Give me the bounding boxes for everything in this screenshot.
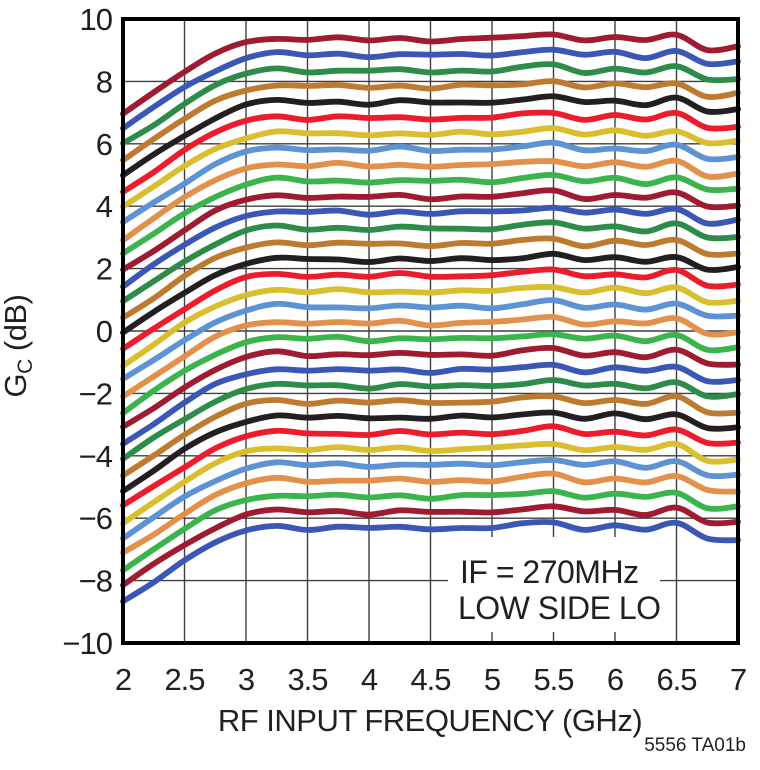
curve-line-trace-18 <box>120 297 741 382</box>
y-tick-label: −4 <box>79 439 113 474</box>
curve-line-trace-25 <box>120 409 741 494</box>
curve-line-trace-03 <box>120 61 741 147</box>
x-tick-label: 2.5 <box>164 662 204 697</box>
y-tick-label: 10 <box>80 2 113 37</box>
x-tick-label: 5 <box>484 662 500 697</box>
curve-line-trace-21 <box>120 344 741 430</box>
curve-line-trace-22 <box>120 361 741 447</box>
curve-line-trace-20 <box>120 331 741 416</box>
x-tick-label: 7 <box>730 662 746 697</box>
curve-line-trace-08 <box>120 139 741 225</box>
x-tick-label: 6.5 <box>656 662 696 697</box>
curve-line-trace-12 <box>120 204 741 290</box>
curve-line-trace-02 <box>120 46 741 132</box>
curve-line-trace-23 <box>120 377 741 462</box>
curve-line-trace-28 <box>120 457 741 542</box>
gain-curves <box>120 31 741 605</box>
x-tick-label: 3 <box>238 662 254 697</box>
curve-line-trace-09 <box>120 157 741 244</box>
curve-line-trace-11 <box>120 187 741 273</box>
curve-line-trace-15 <box>120 250 741 336</box>
plot-frame <box>121 17 740 645</box>
annotation-lo-line: LOW SIDE LO <box>458 590 661 626</box>
x-tick-label: 4.5 <box>410 662 450 697</box>
y-tick-label: −8 <box>79 564 112 599</box>
annotation-if-line: IF = 270MHz <box>460 554 639 590</box>
x-tick-label: 6 <box>607 662 623 697</box>
y-axis-title-main: G <box>0 374 33 398</box>
curve-line-trace-19 <box>120 313 741 400</box>
x-tick-labels: 2 2.5 3 3.5 4 4.5 5 5.5 6 6.5 7 <box>115 662 747 697</box>
curve-line-trace-27 <box>120 440 741 527</box>
y-axis-title: GC (dB) <box>0 295 37 398</box>
curve-line-trace-26 <box>120 423 741 509</box>
curve-line-trace-30 <box>120 488 741 574</box>
y-tick-labels: 10 8 6 4 2 0 −2 −4 −6 −8 −10 <box>62 2 113 661</box>
y-tick-label: 6 <box>96 127 112 162</box>
x-tick-label: 3.5 <box>287 662 327 697</box>
x-tick-label: 4 <box>361 662 378 697</box>
curve-line-trace-24 <box>120 393 741 479</box>
curve-line-trace-13 <box>120 219 741 305</box>
figure-code: 5556 TA01b <box>644 735 746 756</box>
y-tick-label: −6 <box>79 501 112 536</box>
x-axis-title: RF INPUT FREQUENCY (GHz) <box>218 703 642 738</box>
curve-line-trace-14 <box>120 235 741 321</box>
y-tick-label: −2 <box>79 376 112 411</box>
curve-line-trace-04 <box>120 78 741 164</box>
curve-line-trace-16 <box>120 266 741 352</box>
curve-line-trace-06 <box>120 109 741 195</box>
curve-line-trace-17 <box>120 283 741 369</box>
y-tick-label: 8 <box>96 64 112 99</box>
curve-line-trace-32 <box>120 519 741 605</box>
y-axis-title-subscript: C <box>14 359 37 374</box>
curve-line-trace-31 <box>120 503 741 588</box>
curve-line-trace-07 <box>120 125 741 210</box>
annotation-background <box>448 537 660 632</box>
curve-line-trace-05 <box>120 93 741 179</box>
curve-line-trace-29 <box>120 470 741 556</box>
x-tick-label: 2 <box>115 662 131 697</box>
y-tick-label: 0 <box>96 314 113 349</box>
curve-line-trace-10 <box>120 172 741 257</box>
y-tick-label: 4 <box>96 189 113 224</box>
y-axis-title-units: (dB) <box>0 295 33 360</box>
curve-line-trace-01 <box>120 31 741 117</box>
x-tick-label: 5.5 <box>533 662 573 697</box>
annotation-box: IF = 270MHz LOW SIDE LO <box>448 537 661 632</box>
y-tick-label: 2 <box>96 252 112 287</box>
y-tick-label: −10 <box>62 626 112 661</box>
